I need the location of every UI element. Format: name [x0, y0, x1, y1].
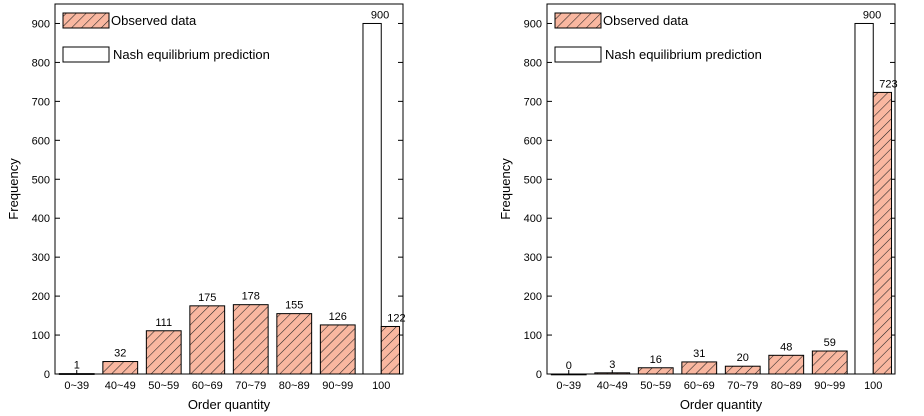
observed-data-label: 122: [387, 312, 405, 324]
y-tick-label: 400: [32, 213, 50, 225]
y-tick-label: 600: [32, 135, 50, 147]
nash-bar: [362, 22, 382, 375]
observed-data-label: 0: [566, 360, 572, 372]
legend-label-nash: Nash equilibrium prediction: [605, 47, 762, 62]
x-tick-label: 0~39: [556, 380, 581, 392]
observed-bar: [637, 367, 674, 375]
observed-bar: [276, 313, 313, 375]
x-tick-label: 70~79: [727, 380, 758, 392]
observed-bar: [58, 373, 95, 375]
legend: Observed data Nash equilibrium prediction: [554, 12, 762, 63]
y-tick-label: 100: [32, 330, 50, 342]
observed-bar: [380, 325, 401, 375]
observed-data-label: 111: [155, 317, 172, 329]
x-tick-label: 40~49: [597, 380, 628, 392]
legend: Observed data Nash equilibrium prediction: [62, 12, 270, 63]
x-tick-label: 40~49: [105, 380, 136, 392]
nash-data-label: 900: [371, 9, 389, 21]
observed-data-label: 175: [198, 292, 216, 304]
y-tick-label: 700: [524, 96, 542, 108]
x-tick-label: 60~69: [192, 380, 223, 392]
legend-label-observed: Observed data: [603, 13, 689, 28]
observed-bar: [232, 304, 269, 375]
observed-data-label: 59: [824, 337, 836, 349]
x-tick-label: 50~59: [148, 380, 179, 392]
y-tick-label: 900: [32, 18, 50, 30]
observed-bar: [681, 361, 718, 375]
plot-frame: [54, 3, 404, 375]
y-tick-label: 0: [44, 369, 50, 381]
x-tick-label: 90~99: [814, 380, 845, 392]
plot-frame: [546, 3, 896, 375]
x-tick-label: 80~89: [771, 380, 802, 392]
observed-bar: [102, 361, 139, 375]
y-tick-label: 900: [524, 18, 542, 30]
observed-data-label: 126: [329, 311, 347, 323]
y-tick-label: 500: [32, 174, 50, 186]
legend-swatch-nash: [62, 46, 110, 63]
x-axis-title: Order quantity: [680, 397, 763, 412]
observed-bar: [872, 91, 893, 375]
y-tick-label: 200: [524, 291, 542, 303]
observed-bar: [550, 373, 587, 376]
x-tick-label: 90~99: [322, 380, 353, 392]
legend-label-nash: Nash equilibrium prediction: [113, 47, 270, 62]
y-tick-label: 500: [524, 174, 542, 186]
observed-bar: [319, 324, 356, 375]
observed-data-label: 723: [879, 78, 897, 90]
observed-bar: [145, 330, 182, 375]
observed-bar: [594, 372, 631, 375]
observed-data-label: 20: [737, 352, 749, 364]
y-tick-label: 400: [524, 213, 542, 225]
x-tick-label: 80~89: [279, 380, 310, 392]
y-tick-label: 300: [524, 252, 542, 264]
y-tick-label: 0: [536, 369, 542, 381]
observed-data-label: 155: [285, 300, 303, 312]
y-tick-label: 100: [524, 330, 542, 342]
legend-swatch-observed: [62, 12, 110, 29]
observed-bar: [768, 354, 805, 375]
x-tick-label: 0~39: [64, 380, 89, 392]
y-tick-label: 800: [32, 57, 50, 69]
nash-bar: [854, 22, 874, 375]
legend-swatch-observed: [554, 12, 602, 29]
y-axis-title: Frequency: [498, 158, 513, 220]
observed-data-label: 3: [609, 359, 615, 371]
observed-data-label: 32: [114, 348, 126, 360]
y-tick-label: 700: [32, 96, 50, 108]
legend-swatch-nash: [554, 46, 602, 63]
y-tick-label: 600: [524, 135, 542, 147]
y-tick-label: 800: [524, 57, 542, 69]
y-tick-label: 300: [32, 252, 50, 264]
x-axis-title: Order quantity: [188, 397, 271, 412]
x-tick-label: 100: [864, 380, 882, 392]
y-tick-label: 200: [32, 291, 50, 303]
legend-label-observed: Observed data: [111, 13, 197, 28]
observed-data-label: 178: [242, 291, 260, 303]
nash-data-label: 900: [863, 9, 881, 21]
x-tick-label: 60~69: [684, 380, 715, 392]
x-tick-label: 70~79: [235, 380, 266, 392]
observed-bar: [811, 350, 848, 375]
observed-data-label: 31: [693, 348, 705, 360]
x-tick-label: 50~59: [640, 380, 671, 392]
observed-data-label: 48: [780, 341, 792, 353]
chart-panel-1: 0 100 200 300 400 500 600 700 800 900 0~39 40~49 50~…: [6, 3, 406, 412]
y-axis-title: Frequency: [6, 158, 21, 220]
observed-data-label: 1: [74, 360, 80, 372]
observed-data-label: 16: [650, 354, 662, 366]
observed-bar: [189, 305, 226, 375]
x-tick-label: 100: [372, 380, 390, 392]
observed-bar: [724, 365, 761, 375]
